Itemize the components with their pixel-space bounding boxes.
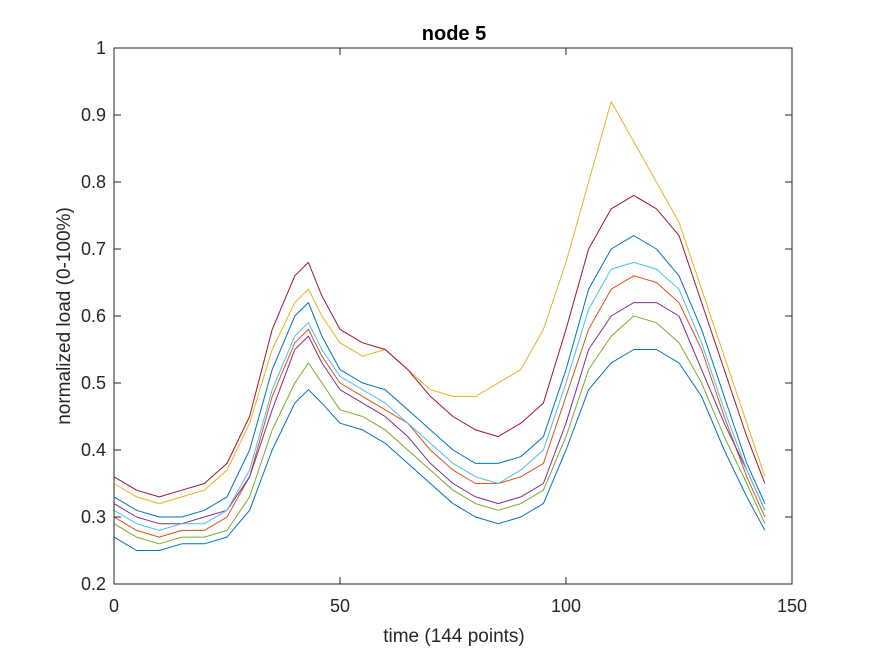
x-tick-label: 50 <box>330 596 350 616</box>
series-lines <box>113 101 766 551</box>
y-tick-label: 0.9 <box>81 105 106 125</box>
series-line <box>113 101 766 505</box>
y-tick-label: 0.2 <box>81 574 106 594</box>
series-line <box>113 302 766 525</box>
series-line <box>113 194 766 498</box>
y-tick-label: 0.7 <box>81 239 106 259</box>
y-tick-label: 0.8 <box>81 172 106 192</box>
series-line <box>113 315 766 545</box>
x-axis-label: time (144 points) <box>383 626 525 647</box>
x-tick-label: 100 <box>551 596 581 616</box>
y-tick-label: 0.6 <box>81 306 106 326</box>
y-tick-label: 0.4 <box>81 440 106 460</box>
x-tick-label: 150 <box>777 596 807 616</box>
x-tick-label: 0 <box>109 596 119 616</box>
y-tick-label: 0.3 <box>81 507 106 527</box>
series-line <box>113 261 766 531</box>
series-line <box>113 275 766 538</box>
y-tick-label: 0.5 <box>81 373 106 393</box>
chart-title: node 5 <box>422 23 486 45</box>
series-line <box>113 349 766 551</box>
y-axis-label: normalized load (0-100%) <box>54 207 75 425</box>
axis-ticks: 0 50 100 150 0.2 0.3 0.4 0.5 0.6 0.7 0.8 0.9 1 <box>81 38 807 616</box>
series-line <box>113 235 766 518</box>
y-tick-label: 1 <box>96 38 106 58</box>
